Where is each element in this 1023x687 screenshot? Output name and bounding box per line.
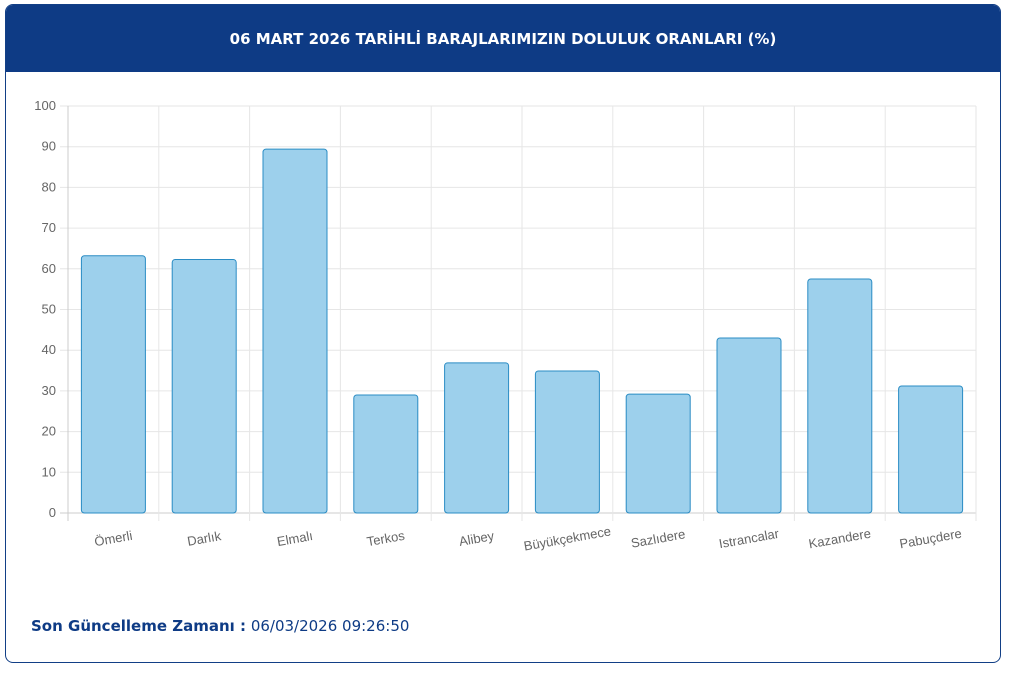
y-tick-label: 40 bbox=[42, 342, 56, 357]
bar bbox=[625, 393, 691, 514]
bar bbox=[353, 394, 419, 514]
y-tick-label: 80 bbox=[42, 179, 56, 194]
x-tick-label: Ömerli bbox=[93, 528, 133, 549]
y-tick-label: 70 bbox=[42, 220, 56, 235]
x-tick-label: Terkos bbox=[366, 528, 407, 550]
footer-timestamp: 06/03/2026 09:26:50 bbox=[250, 617, 410, 635]
x-tick-label: Istrancalar bbox=[718, 526, 781, 551]
x-tick-label: Sazlıdere bbox=[630, 526, 687, 550]
x-tick-label: Pabuçdere bbox=[898, 526, 963, 552]
x-tick-label: Alibey bbox=[458, 528, 496, 549]
bar bbox=[534, 370, 600, 514]
x-tick-label: Darlık bbox=[186, 528, 223, 549]
bar bbox=[716, 337, 782, 514]
x-tick-label: Büyükçekmece bbox=[523, 523, 612, 553]
y-tick-label: 100 bbox=[34, 98, 56, 113]
y-tick-label: 20 bbox=[42, 424, 56, 439]
y-tick-label: 50 bbox=[42, 302, 56, 317]
y-tick-label: 90 bbox=[42, 139, 56, 154]
bar bbox=[171, 258, 237, 514]
footer-label: Son Güncelleme Zamanı : bbox=[31, 617, 247, 635]
y-tick-label: 60 bbox=[42, 261, 56, 276]
chart-title: 06 MART 2026 TARİHLİ BARAJLARIMIZIN DOLU… bbox=[6, 5, 1000, 72]
bar bbox=[898, 385, 964, 514]
y-tick-label: 0 bbox=[49, 505, 56, 520]
x-tick-label: Kazandere bbox=[807, 526, 872, 552]
bar bbox=[444, 362, 510, 514]
y-tick-label: 10 bbox=[42, 464, 56, 479]
card: 06 MART 2026 TARİHLİ BARAJLARIMIZIN DOLU… bbox=[5, 4, 1001, 663]
x-tick-label: Elmalı bbox=[276, 528, 314, 549]
footer: Son Güncelleme Zamanı : 06/03/2026 09:26… bbox=[31, 617, 409, 635]
y-tick-label: 30 bbox=[42, 383, 56, 398]
bar bbox=[807, 278, 873, 514]
bar bbox=[262, 148, 328, 514]
bar bbox=[80, 255, 146, 514]
